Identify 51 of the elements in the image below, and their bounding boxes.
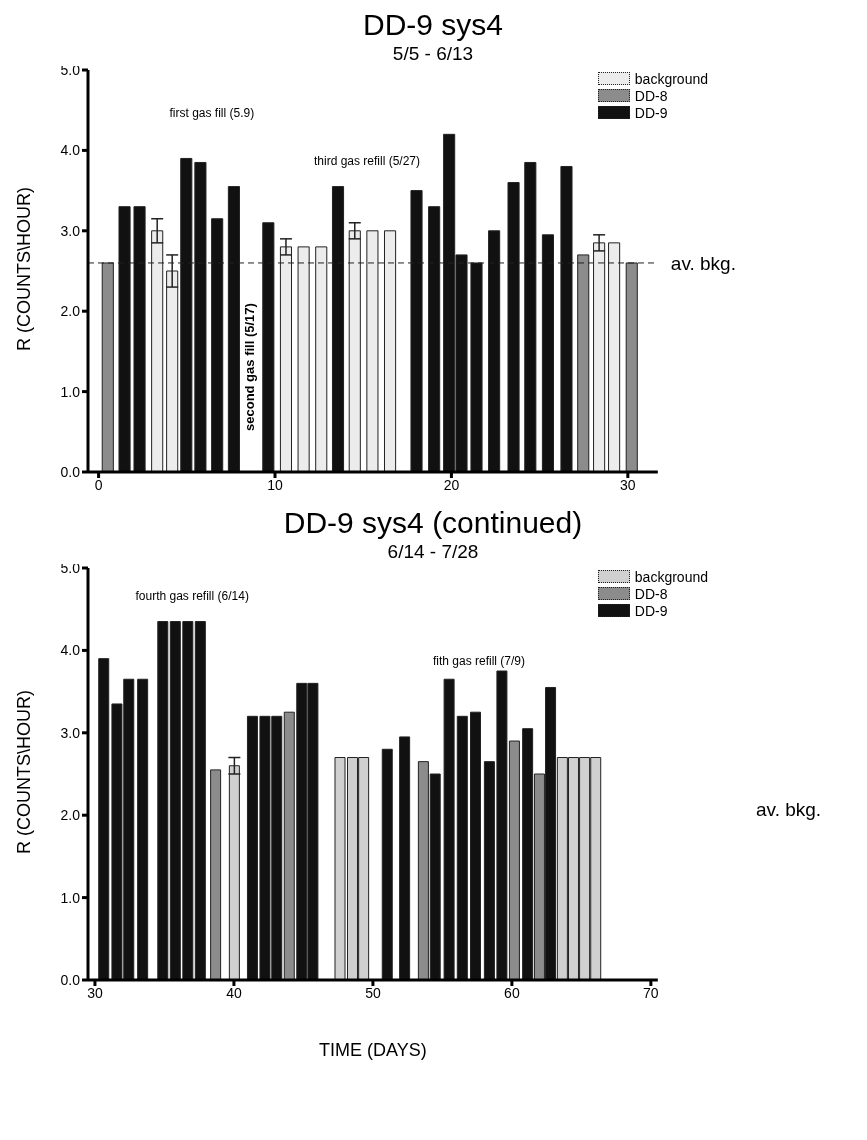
y-tick-label: 1.0 bbox=[60, 383, 81, 400]
y-tick-label: 4.0 bbox=[60, 142, 81, 159]
annotation: second gas fill (5/17) bbox=[241, 303, 257, 432]
bar bbox=[137, 678, 149, 980]
y-tick-label: 1.0 bbox=[60, 889, 81, 906]
x-tick-label: 60 bbox=[504, 984, 520, 1001]
bar bbox=[210, 769, 222, 980]
bar bbox=[381, 748, 393, 980]
bar bbox=[399, 736, 411, 980]
annotation: first gas fill (5.9) bbox=[169, 105, 255, 120]
bar bbox=[470, 711, 482, 980]
legend-label: DD-8 bbox=[634, 585, 668, 602]
chart-title: DD-9 sys4 bbox=[362, 8, 504, 42]
y-axis-title: R (COUNTS\HOUR) bbox=[14, 690, 35, 854]
bar bbox=[98, 658, 110, 980]
chart-subtitle: 5/5 - 6/13 bbox=[392, 43, 474, 64]
text: av. bkg. bbox=[756, 799, 822, 821]
y-tick-label: 2.0 bbox=[60, 807, 81, 824]
annotation: third gas refill (5/27) bbox=[314, 154, 421, 168]
x-tick-label: 30 bbox=[620, 476, 636, 493]
legend-label: background bbox=[634, 70, 708, 87]
x-tick-label: 30 bbox=[87, 984, 103, 1001]
chart-subtitle: 6/14 - 7/28 bbox=[387, 541, 479, 562]
y-tick-label: 5.0 bbox=[60, 61, 81, 78]
bar bbox=[456, 715, 468, 980]
legend-label: DD-8 bbox=[634, 87, 668, 104]
x-tick-label: 40 bbox=[226, 984, 242, 1001]
legend-label: DD-9 bbox=[634, 602, 668, 619]
legend-label: background bbox=[634, 568, 708, 585]
y-tick-label: 3.0 bbox=[60, 222, 81, 239]
bar bbox=[443, 678, 455, 980]
x-tick-label: 50 bbox=[365, 984, 381, 1001]
x-tick-label: 70 bbox=[643, 984, 659, 1001]
ref-line-label: av. bkg. bbox=[670, 252, 736, 274]
chart-title: DD-9 sys4 (continued) bbox=[282, 506, 584, 540]
legend-label: DD-9 bbox=[634, 104, 668, 121]
annotation: fourth gas refill (6/14) bbox=[135, 589, 249, 603]
bar bbox=[194, 621, 206, 980]
x-tick-label: 20 bbox=[443, 476, 460, 493]
y-tick-label: 3.0 bbox=[60, 724, 81, 741]
y-axis-title: R (COUNTS\HOUR) bbox=[14, 187, 35, 351]
y-tick-label: 4.0 bbox=[60, 642, 81, 659]
y-tick-label: 0.0 bbox=[60, 971, 81, 988]
y-tick-label: 0.0 bbox=[60, 463, 81, 480]
x-tick-label: 10 bbox=[267, 476, 283, 493]
y-tick-label: 5.0 bbox=[60, 559, 81, 576]
y-tick-label: 2.0 bbox=[60, 303, 81, 320]
bar bbox=[157, 621, 169, 980]
annotation: fith gas refill (7/9) bbox=[433, 654, 526, 668]
x-tick-label: 0 bbox=[94, 476, 103, 493]
x-axis-title: TIME (DAYS) bbox=[319, 1040, 427, 1060]
